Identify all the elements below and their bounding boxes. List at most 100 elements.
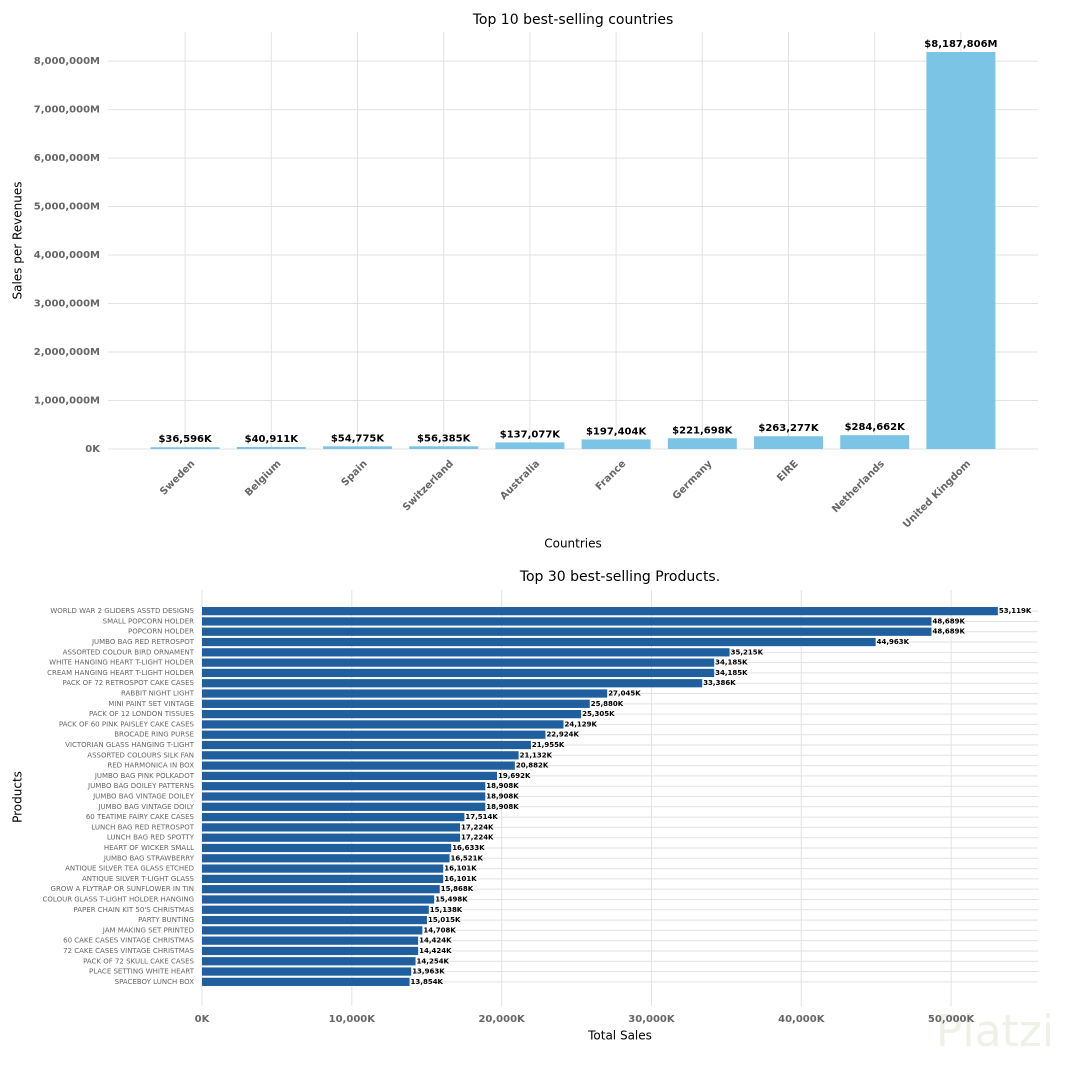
value-label: 13,854K	[411, 978, 444, 986]
bar	[202, 627, 932, 636]
y-tick-label: 60 TEATIME FAIRY CAKE CASES	[86, 813, 195, 821]
y-tick-label: PACK OF 12 LONDON TISSUES	[89, 710, 195, 718]
bar	[202, 740, 531, 750]
x-tick-label: Sweden	[158, 458, 197, 497]
bar	[581, 439, 651, 449]
y-tick-label: JUMBO BAG STRAWBERRY	[103, 854, 195, 862]
value-label: $197,404K	[586, 426, 648, 437]
x-tick-label: Switzerland	[401, 458, 456, 513]
bar	[202, 751, 519, 760]
bar	[202, 854, 450, 863]
value-label: 18,908K	[486, 803, 519, 811]
bar	[495, 442, 565, 449]
y-tick-label: PARTY BUNTING	[138, 916, 194, 924]
value-label: 24,129K	[565, 720, 598, 728]
y-tick-label: JUMBO BAG VINTAGE DOILY	[97, 803, 194, 811]
bar	[202, 617, 932, 626]
bar	[236, 447, 306, 449]
value-label: 21,955K	[532, 741, 565, 749]
y-tick-label: RABBIT NIGHT LIGHT	[121, 690, 195, 698]
bar	[202, 864, 444, 873]
x-tick-label: Spain	[340, 458, 370, 488]
y-tick-label: VICTORIAN GLASS HANGING T-LIGHT	[65, 741, 195, 749]
y-axis-label: Products	[11, 771, 25, 823]
value-label: 19,692K	[498, 772, 531, 780]
bar	[202, 668, 715, 678]
value-label: 14,708K	[423, 926, 456, 934]
y-tick-label: 5,000,000M	[34, 202, 100, 213]
value-label: $56,385K	[417, 433, 472, 444]
value-label: $221,698K	[672, 425, 734, 436]
value-label: $8,187,806M	[924, 39, 997, 50]
bar	[202, 607, 998, 616]
bar	[202, 885, 440, 894]
y-tick-label: POPCORN HOLDER	[128, 628, 194, 636]
bar	[202, 895, 435, 904]
value-label: 15,138K	[430, 906, 463, 914]
y-axis-label: Sales per Revenues	[11, 181, 25, 299]
x-tick-label: France	[594, 458, 629, 493]
bar	[202, 967, 412, 976]
x-tick-label: Australia	[498, 458, 542, 502]
y-tick-label: LUNCH BAG RED RETROSPOT	[91, 823, 194, 831]
bar	[202, 905, 429, 914]
y-tick-label: PACK OF 72 RETROSPOT CAKE CASES	[62, 679, 194, 687]
chart-title: Top 30 best-selling Products.	[519, 569, 720, 585]
value-label: 16,521K	[451, 854, 484, 862]
x-tick-label: 40,000K	[778, 1014, 826, 1025]
y-tick-label: RED HARMONICA IN BOX	[107, 762, 194, 770]
bar	[202, 710, 582, 719]
y-tick-label: JUMBO BAG VINTAGE DOILEY	[92, 793, 195, 801]
x-tick-label: 50,000K	[928, 1014, 976, 1025]
bar	[202, 648, 730, 657]
y-tick-label: CREAM HANGING HEART T-LIGHT HOLDER	[47, 669, 194, 677]
value-label: 16,101K	[444, 875, 477, 883]
bar	[202, 792, 486, 801]
x-axis-label: Total Sales	[587, 1029, 652, 1043]
y-tick-label: JUMBO BAG DOILEY PATTERNS	[87, 782, 195, 790]
bar	[202, 957, 416, 966]
value-label: $263,277K	[758, 423, 820, 434]
bar	[323, 446, 392, 449]
y-tick-label: PLACE SETTING WHITE HEART	[89, 968, 195, 976]
value-label: 15,868K	[441, 885, 474, 893]
bar	[202, 782, 486, 791]
bar	[202, 936, 419, 945]
x-tick-label: 10,000K	[329, 1014, 377, 1025]
y-tick-label: WHITE HANGING HEART T-LIGHT HOLDER	[49, 659, 194, 667]
bar	[202, 915, 427, 925]
value-label: 48,689K	[932, 617, 965, 625]
value-label: 15,015K	[428, 916, 461, 924]
y-tick-label: JUMBO BAG PINK POLKADOT	[94, 772, 195, 780]
value-label: 15,498K	[435, 895, 468, 903]
bar	[202, 679, 703, 688]
y-tick-label: ASSORTED COLOUR BIRD ORNAMENT	[63, 648, 195, 656]
y-tick-label: 1,000,000M	[34, 396, 100, 407]
value-label: 25,305K	[582, 710, 615, 718]
value-label: 27,045K	[608, 690, 641, 698]
y-tick-label: 8,000,000M	[34, 56, 100, 67]
y-tick-label: 6,000,000M	[34, 153, 100, 164]
x-tick-label: 20,000K	[478, 1014, 526, 1025]
y-tick-label: BROCADE RING PURSE	[114, 731, 194, 739]
value-label: 53,119K	[999, 607, 1032, 615]
y-tick-label: 72 CAKE CASES VINTAGE CHRISTMAS	[63, 947, 194, 955]
value-label: 20,882K	[516, 762, 549, 770]
value-label: 34,185K	[715, 659, 748, 667]
y-tick-label: ANTIQUE SILVER TEA GLASS ETCHED	[65, 865, 194, 873]
value-label: 22,924K	[546, 731, 579, 739]
x-axis-label: Countries	[544, 537, 602, 551]
value-label: 25,880K	[591, 700, 624, 708]
x-tick-label: Netherlands	[830, 458, 887, 515]
x-tick-label: 30,000K	[628, 1014, 676, 1025]
y-tick-label: 0K	[85, 444, 101, 455]
x-tick-label: 0K	[195, 1014, 211, 1025]
x-tick-label: United Kingdom	[901, 458, 973, 530]
x-tick-label: Germany	[671, 458, 715, 502]
watermark: Platzi	[936, 1006, 1054, 1057]
value-label: 13,963K	[412, 968, 445, 976]
y-tick-label: HEART OF WICKER SMALL	[104, 844, 194, 852]
bar	[202, 926, 423, 935]
value-label: 16,633K	[452, 844, 485, 852]
